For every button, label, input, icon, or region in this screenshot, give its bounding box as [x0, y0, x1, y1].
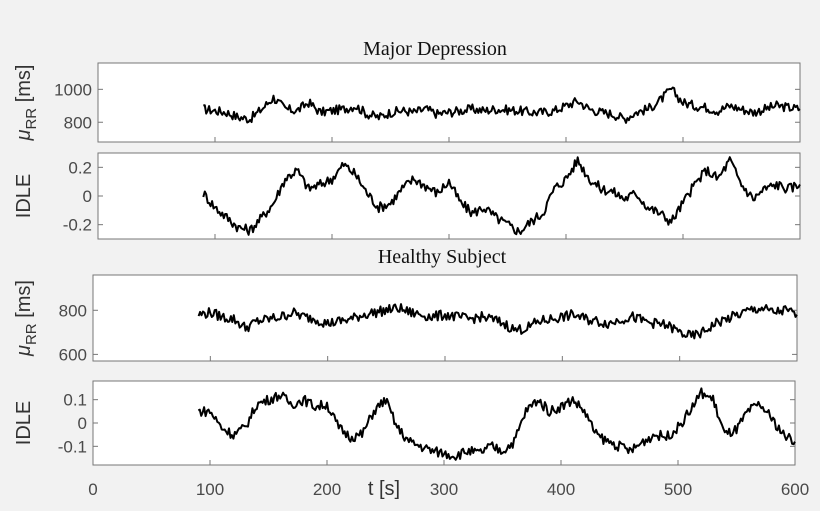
y-tick-label: 0.1 — [63, 391, 87, 410]
x-tick-label: 500 — [664, 480, 692, 499]
panel-title: Healthy Subject — [378, 246, 507, 268]
y-tick-label: -0.1 — [58, 437, 87, 456]
x-axis-label: t [s] — [368, 478, 400, 500]
y-tick-label: 800 — [59, 301, 87, 320]
series-line — [203, 86, 801, 124]
panel-title: Major Depression — [363, 38, 507, 60]
x-tick-label: 0 — [88, 480, 97, 499]
x-tick-label: 300 — [430, 480, 458, 499]
series-line — [197, 303, 798, 340]
x-tick-label: 400 — [547, 480, 575, 499]
plot-frame — [97, 62, 801, 143]
y-axis-label: IDLE — [13, 174, 35, 218]
plot-frame — [97, 152, 801, 240]
y-tick-label: 0 — [78, 414, 87, 433]
panel-2: -0.2 0 0.2 IDLE — [13, 152, 801, 240]
x-tick-label: 600 — [781, 480, 809, 499]
x-tick-label: 100 — [196, 480, 224, 499]
y-tick-label: 600 — [59, 345, 87, 364]
x-tick-label: 200 — [313, 480, 341, 499]
series-line — [202, 156, 801, 236]
y-tick-label: 0.2 — [68, 158, 92, 177]
y-tick-label: 800 — [64, 113, 92, 132]
y-tick-label: 0 — [83, 187, 92, 206]
y-axis-label: μRR [ms] — [13, 280, 40, 357]
panel-4: -0.1 0 0.1 0 100 200 300 400 500 600 t [s] IDLE — [13, 380, 809, 500]
y-tick-label: 1000 — [54, 80, 92, 99]
y-axis-label: μRR [ms] — [13, 65, 40, 142]
series-line — [197, 387, 796, 461]
y-tick-label: -0.2 — [63, 216, 92, 235]
y-axis-label: IDLE — [13, 401, 35, 445]
panel-3: Healthy Subject 600 800 μRR [ms] — [13, 246, 798, 364]
panel-1: Major Depression 800 1000 μRR [ms] — [13, 38, 801, 143]
